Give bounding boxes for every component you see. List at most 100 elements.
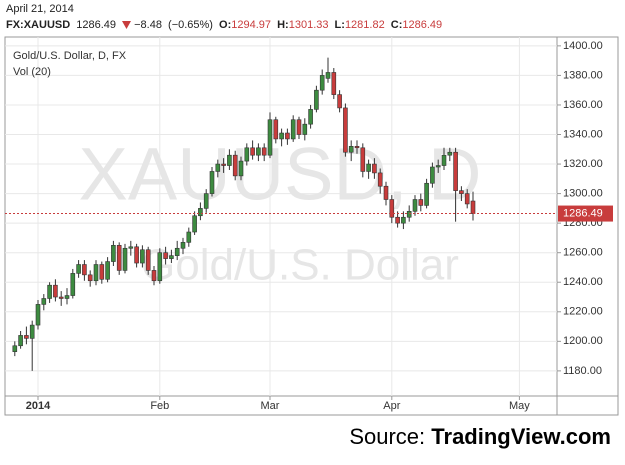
candle — [169, 249, 174, 264]
candle — [244, 143, 250, 166]
change: −8.48 — [134, 19, 162, 31]
candle — [151, 265, 157, 286]
candle — [360, 143, 366, 178]
close-value: 1286.49 — [402, 19, 443, 31]
candle — [192, 211, 197, 235]
candle — [325, 57, 331, 83]
candle — [464, 189, 470, 209]
candle — [174, 240, 180, 261]
candle — [12, 341, 18, 357]
candle — [47, 282, 52, 303]
candle-body — [174, 247, 180, 256]
source-name: TradingView.com — [431, 424, 611, 449]
candle — [389, 195, 395, 224]
down-arrow — [122, 21, 132, 30]
candle — [221, 158, 226, 173]
watermark-subtitle: Gold/U.S. Dollar — [141, 241, 459, 290]
candle-body — [412, 199, 418, 212]
symbol: FX:XAUUSD — [6, 19, 71, 31]
candle-body — [169, 255, 174, 259]
candle — [70, 268, 76, 299]
y-tick-label: 1340.00 — [563, 128, 603, 140]
candle-body — [308, 109, 313, 125]
candle-body — [35, 304, 41, 326]
candle-body — [134, 246, 139, 264]
candle — [296, 116, 302, 139]
candle-body — [18, 335, 23, 347]
candle-body — [337, 94, 342, 109]
candle-body — [366, 163, 371, 172]
y-tick-label: 1360.00 — [563, 99, 603, 111]
x-tick-label: May — [509, 400, 530, 412]
candle-body — [435, 165, 441, 168]
candle — [53, 279, 58, 302]
candle — [256, 143, 261, 162]
last-price-label: 1286.49 — [563, 207, 603, 219]
candle — [227, 149, 232, 170]
high-value: 1301.33 — [288, 19, 329, 31]
candle — [412, 195, 418, 216]
candle-body — [122, 247, 128, 271]
candle — [354, 140, 360, 154]
source: Source: TradingView.com — [349, 424, 611, 450]
candle-body — [331, 72, 337, 95]
candle-body — [163, 252, 168, 259]
candle-body — [116, 245, 122, 271]
candle — [366, 159, 371, 179]
candle — [232, 150, 238, 181]
candle — [157, 248, 163, 284]
candle — [383, 181, 389, 206]
candle-body — [87, 274, 93, 282]
candle-body — [186, 231, 192, 243]
candle-body — [395, 216, 400, 224]
candle — [279, 128, 284, 147]
candle-body — [111, 245, 116, 262]
candle — [134, 243, 139, 268]
candle — [18, 330, 23, 349]
candle — [41, 294, 47, 311]
candle-body — [145, 249, 151, 271]
candle-body — [221, 163, 226, 166]
candle — [35, 299, 41, 330]
y-tick-label: 1400.00 — [563, 40, 603, 52]
candle-body — [354, 146, 360, 149]
candle-body — [296, 119, 302, 135]
candle — [128, 240, 134, 256]
chart: XAUUSD, D Gold/U.S. Dollar Gold/U.S. Dol… — [4, 36, 619, 416]
candle-body — [99, 264, 105, 280]
candle-body — [244, 147, 250, 162]
candle — [343, 103, 348, 157]
candle — [203, 189, 209, 213]
candle-body — [372, 163, 377, 174]
candle — [459, 186, 464, 201]
y-tick-label: 1220.00 — [563, 306, 603, 318]
candle — [435, 159, 441, 173]
candle-body — [250, 147, 255, 156]
y-tick-label: 1180.00 — [563, 365, 602, 377]
candle-body — [325, 72, 331, 79]
y-tick-label: 1260.00 — [563, 247, 603, 259]
candle-body — [377, 172, 383, 187]
candle — [87, 270, 93, 287]
candle-body — [319, 75, 325, 91]
candle — [267, 112, 273, 159]
x-tick-label: Feb — [150, 400, 169, 412]
candle-body — [290, 119, 296, 140]
open-value: 1294.97 — [231, 19, 272, 31]
candle — [441, 147, 447, 170]
candle — [215, 159, 221, 178]
candle — [122, 243, 128, 274]
candle — [261, 143, 267, 162]
candle-body — [227, 154, 232, 166]
candle-body — [406, 211, 412, 218]
candle-body — [232, 154, 238, 177]
last-price: 1286.49 — [76, 19, 116, 31]
candle — [111, 240, 116, 266]
candle-body — [215, 163, 221, 172]
candle — [285, 128, 290, 145]
x-tick-label: Apr — [383, 400, 400, 412]
indicator-label: Vol (20) — [13, 66, 51, 78]
candle-body — [140, 249, 145, 264]
candle — [319, 69, 325, 95]
candle-body — [82, 264, 87, 276]
